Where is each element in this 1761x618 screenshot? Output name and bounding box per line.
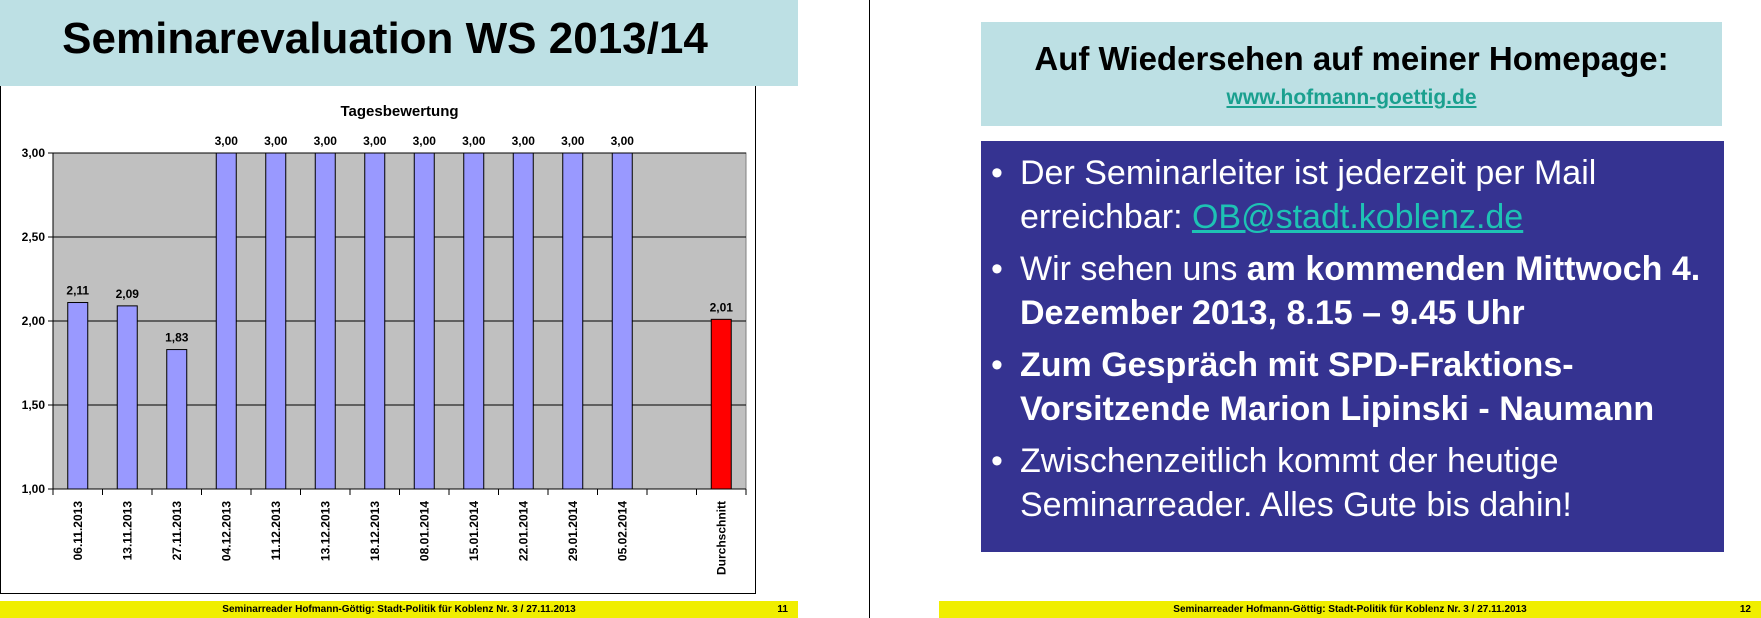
bullet-4-text: Zwischenzeitlich kommt der heutige Semin… (1020, 442, 1572, 524)
bar (611, 152, 633, 490)
x-tick-label: 04.12.2013 (219, 501, 233, 561)
right-slide-title: Auf Wiedersehen auf meiner Homepage: (1034, 40, 1669, 77)
x-tick-label: 05.02.2014 (615, 501, 629, 561)
bullet-item-mail: Der Seminarleiter ist jederzeit per Mail… (981, 151, 1724, 239)
bullet-2-normal: Wir sehen uns (1020, 250, 1247, 288)
bar-value-label: 3,00 (561, 134, 585, 148)
y-tick-label: 2,00 (22, 314, 46, 328)
chart-title: Tagesbewertung (340, 103, 458, 120)
y-tick-label: 3,00 (22, 146, 46, 160)
left-slide-title: Seminarevaluation WS 2013/14 (62, 14, 708, 63)
bar-value-label: 2,09 (116, 287, 140, 301)
bullet-item-meeting: Wir sehen uns am kommenden Mittwoch 4. D… (981, 247, 1724, 335)
tagesbewertung-chart: 1,001,502,002,503,00Tagesbewertung2,1106… (22, 103, 747, 575)
slide-divider (869, 0, 870, 618)
x-tick-label: 08.01.2014 (417, 501, 431, 561)
bar (265, 152, 287, 490)
bullet-list: Der Seminarleiter ist jederzeit per Mail… (981, 151, 1724, 535)
bullet-item-reader: Zwischenzeitlich kommt der heutige Semin… (981, 439, 1724, 527)
bar-value-label: 3,00 (363, 134, 387, 148)
y-tick-label: 2,50 (22, 230, 46, 244)
bar (116, 305, 138, 490)
email-link[interactable]: OB@stadt.koblenz.de (1191, 198, 1524, 236)
bar (562, 152, 584, 490)
bar (166, 349, 188, 490)
bar (512, 152, 534, 490)
bar-value-label: 3,00 (413, 134, 437, 148)
x-tick-label: 18.12.2013 (368, 501, 382, 561)
x-tick-label: 15.01.2014 (467, 501, 481, 561)
bar (215, 152, 237, 490)
bar-value-label: 3,00 (215, 134, 239, 148)
bar (364, 152, 386, 490)
bar (710, 318, 732, 490)
bar-value-label: 3,00 (462, 134, 486, 148)
bar-value-label: 2,01 (710, 300, 734, 314)
bullet-2-bold: am kommenden Mittwoch 4. Dezember 2013, … (1020, 250, 1701, 332)
right-page-number: 12 (1739, 604, 1751, 615)
bullet-item-discussion: Zum Gespräch mit SPD-Fraktions-Vorsitzen… (981, 343, 1724, 431)
left-footer-text: Seminarreader Hofmann-Göttig: Stadt-Poli… (222, 604, 576, 615)
x-tick-label: Durchschnitt (714, 501, 728, 575)
bar (413, 152, 435, 490)
x-tick-label: 27.11.2013 (170, 501, 184, 561)
right-title-box: Auf Wiedersehen auf meiner Homepage: www… (981, 22, 1722, 126)
y-tick-label: 1,00 (22, 482, 46, 496)
right-slide-footer: Seminarreader Hofmann-Göttig: Stadt-Poli… (939, 601, 1761, 618)
bar-value-label: 3,00 (512, 134, 536, 148)
right-footer-text: Seminarreader Hofmann-Göttig: Stadt-Poli… (1173, 604, 1527, 615)
bar-value-label: 3,00 (264, 134, 288, 148)
left-slide-footer: Seminarreader Hofmann-Göttig: Stadt-Poli… (0, 601, 798, 618)
left-title-bar (0, 0, 798, 86)
bullet-content-box: Der Seminarleiter ist jederzeit per Mail… (981, 141, 1724, 552)
bullet-3-bold: Zum Gespräch mit SPD-Fraktions-Vorsitzen… (1020, 346, 1655, 428)
bullet-1-line-1: Der Seminarleiter ist jederzeit per Mail (1020, 154, 1597, 192)
bar-value-label: 2,11 (66, 284, 89, 298)
x-tick-label: 29.01.2014 (566, 501, 580, 561)
y-tick-label: 1,50 (22, 398, 46, 412)
bar-value-label: 1,83 (165, 331, 189, 345)
bullet-1-prefix: erreichbar: (1020, 198, 1192, 236)
bar-value-label: 3,00 (314, 134, 338, 148)
x-tick-label: 11.12.2013 (269, 501, 283, 561)
x-tick-label: 13.11.2013 (120, 501, 134, 561)
x-tick-label: 13.12.2013 (318, 501, 332, 561)
bar (314, 152, 336, 490)
bar (463, 152, 485, 490)
x-tick-label: 06.11.2013 (71, 501, 85, 561)
bar (67, 302, 89, 490)
homepage-link[interactable]: www.hofmann-goettig.de (1226, 86, 1477, 109)
left-page-number: 11 (777, 604, 788, 615)
bar-value-label: 3,00 (611, 134, 635, 148)
x-tick-label: 22.01.2014 (516, 501, 530, 561)
